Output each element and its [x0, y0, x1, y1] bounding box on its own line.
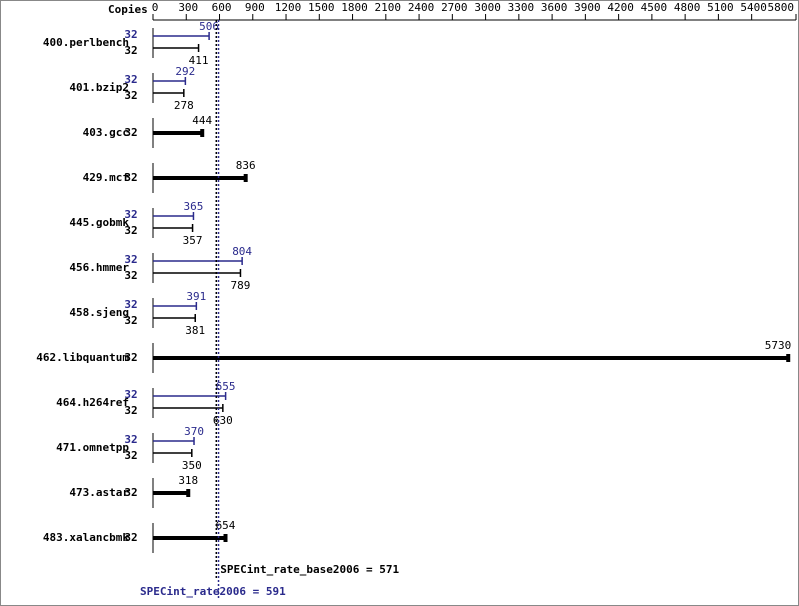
copies-label: 32 — [124, 126, 137, 139]
copies-label: 32 — [124, 433, 137, 446]
copies-label: 32 — [124, 404, 137, 417]
copies-label: 32 — [124, 73, 137, 86]
bar — [153, 449, 193, 457]
x-tick-label: 1200 — [275, 1, 302, 14]
copies-label: 32 — [124, 89, 137, 102]
copies-label: 32 — [124, 449, 137, 462]
x-tick-label: 1500 — [308, 1, 335, 14]
bar — [153, 129, 205, 137]
x-tick-label: 900 — [245, 1, 265, 14]
x-tick-label: 2100 — [375, 1, 402, 14]
x-tick-label: 3300 — [508, 1, 535, 14]
value-label: 365 — [184, 200, 204, 213]
category-label: 471.omnetpp — [56, 441, 129, 454]
value-label: 292 — [175, 65, 195, 78]
copies-label: 32 — [124, 253, 137, 266]
category-label: 462.libquantum — [36, 351, 129, 364]
reference-label: SPECint_rate2006 = 591 — [140, 585, 286, 598]
value-label: 381 — [185, 324, 205, 337]
x-tick-label: 5100 — [707, 1, 734, 14]
value-label: 278 — [174, 99, 194, 112]
value-label: 411 — [189, 54, 209, 67]
value-label: 5730 — [765, 339, 792, 352]
value-label: 350 — [182, 459, 202, 472]
copies-label: 32 — [124, 531, 137, 544]
bar — [153, 257, 243, 265]
copies-label: 32 — [124, 171, 137, 184]
value-label: 506 — [199, 20, 219, 33]
category-label: 445.gobmk — [69, 216, 129, 229]
category-label: 458.sjeng — [69, 306, 129, 319]
copies-label: 32 — [124, 486, 137, 499]
bar — [153, 354, 791, 362]
x-tick-label: 0 — [152, 1, 159, 14]
category-label: 473.astar — [69, 486, 129, 499]
bar — [153, 534, 228, 542]
copies-label: 32 — [124, 298, 137, 311]
copies-label: 32 — [124, 208, 137, 221]
x-tick-label: 2700 — [441, 1, 468, 14]
category-label: 464.h264ref — [56, 396, 129, 409]
copies-header: Copies — [108, 3, 148, 16]
x-tick-label: 3900 — [574, 1, 601, 14]
bar — [153, 174, 248, 182]
bar — [153, 269, 242, 277]
x-tick-label: 5800 — [768, 1, 795, 14]
value-label: 444 — [192, 114, 212, 127]
value-label: 370 — [184, 425, 204, 438]
x-tick-label: 3600 — [541, 1, 568, 14]
value-label: 318 — [178, 474, 198, 487]
x-tick-label: 3000 — [474, 1, 501, 14]
copies-label: 32 — [124, 314, 137, 327]
bar — [153, 302, 198, 310]
bar — [153, 89, 185, 97]
x-tick-label: 600 — [212, 1, 232, 14]
value-label: 789 — [231, 279, 251, 292]
value-label: 654 — [216, 519, 236, 532]
category-label: 403.gcc — [83, 126, 129, 139]
value-label: 836 — [236, 159, 256, 172]
bar — [153, 392, 227, 400]
copies-label: 32 — [124, 44, 137, 57]
value-label: 357 — [183, 234, 203, 247]
x-tick-label: 1800 — [341, 1, 368, 14]
bar — [153, 44, 200, 52]
x-tick-label: 2400 — [408, 1, 435, 14]
x-tick-label: 4200 — [607, 1, 634, 14]
reference-label: SPECint_rate_base2006 = 571 — [220, 563, 399, 576]
category-label: 429.mcf — [83, 171, 129, 184]
value-label: 391 — [186, 290, 206, 303]
x-tick-label: 300 — [178, 1, 198, 14]
copies-label: 32 — [124, 269, 137, 282]
bar — [153, 32, 210, 40]
category-label: 400.perlbench — [43, 36, 129, 49]
category-label: 456.hmmer — [69, 261, 129, 274]
value-label: 655 — [216, 380, 236, 393]
bar — [153, 437, 195, 445]
category-label: 401.bzip2 — [69, 81, 129, 94]
x-tick-label: 4500 — [641, 1, 668, 14]
copies-label: 32 — [124, 224, 137, 237]
x-tick-label: 4800 — [674, 1, 701, 14]
bar — [153, 212, 195, 220]
copies-label: 32 — [124, 28, 137, 41]
category-label: 483.xalancbmk — [43, 531, 129, 544]
x-tick-label: 5400 — [740, 1, 767, 14]
bar — [153, 314, 196, 322]
bar — [153, 404, 224, 412]
bar — [153, 224, 194, 232]
bar — [153, 489, 191, 497]
copies-label: 32 — [124, 388, 137, 401]
copies-label: 32 — [124, 351, 137, 364]
value-label: 804 — [232, 245, 252, 258]
bar — [153, 77, 187, 85]
